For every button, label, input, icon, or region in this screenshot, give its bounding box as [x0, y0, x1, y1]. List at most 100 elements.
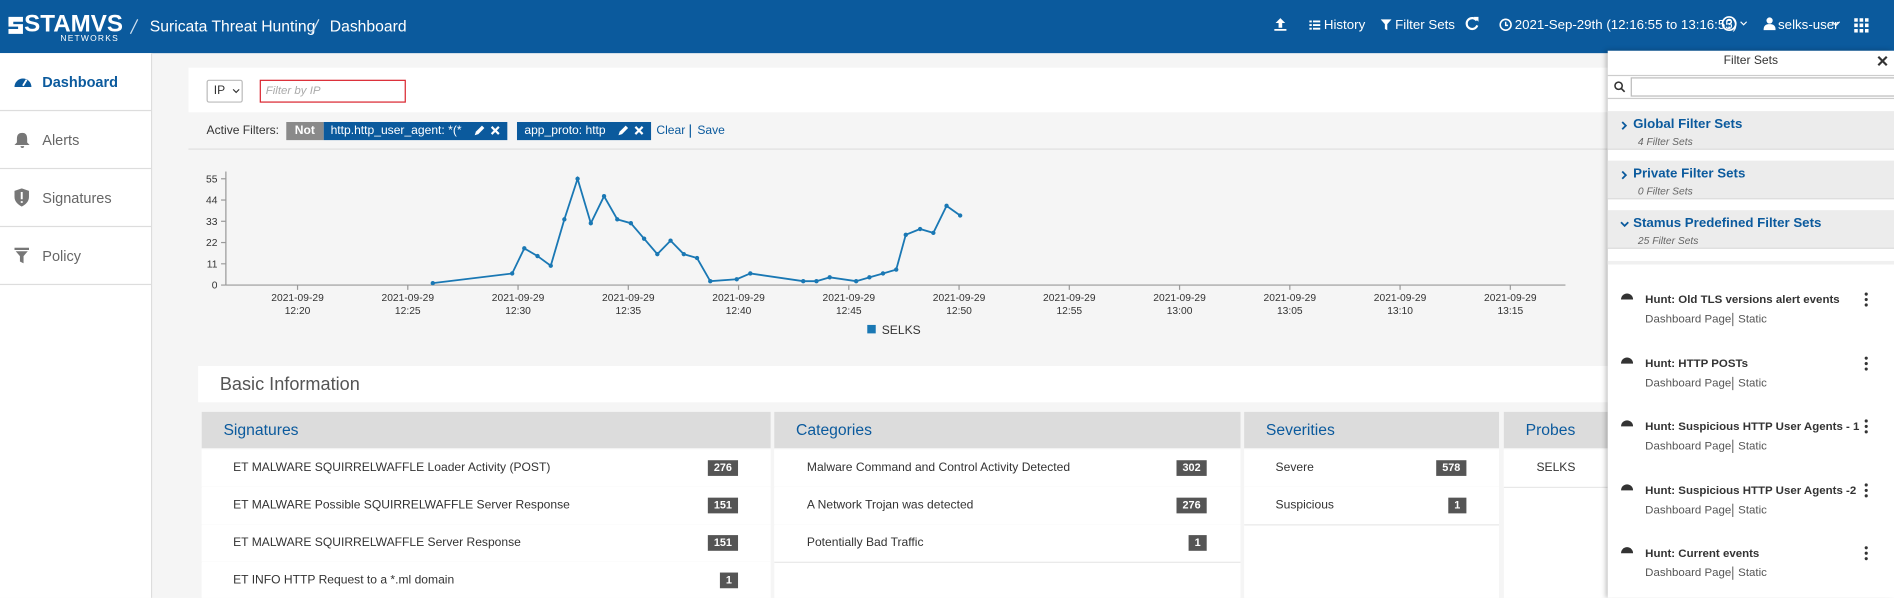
refresh-icon[interactable] — [1464, 16, 1480, 32]
filter-group[interactable]: Stamus Predefined Filter Sets 25 Filter S… — [1607, 210, 1894, 249]
separator — [129, 19, 139, 35]
point — [681, 251, 686, 257]
user-menu[interactable]: selks-user — [1778, 18, 1839, 33]
caret — [232, 88, 240, 94]
user-icon — [1763, 17, 1776, 31]
nav-item[interactable]: Alerts — [0, 111, 151, 170]
caret-shape — [1621, 121, 1628, 130]
table-row: Potentially Bad Traffic 1 — [774, 524, 1241, 563]
x-tick-label: 2021-09-29 12:45 — [822, 291, 876, 317]
breadcrumb[interactable]: Suricata Threat Hunting — [149, 16, 316, 36]
dot — [1864, 557, 1868, 561]
apps-icon[interactable] — [1854, 18, 1869, 33]
row-label: ET MALWARE SQUIRRELWAFFLE Loader Activit… — [233, 461, 551, 475]
gauge — [1621, 420, 1634, 427]
policy-icon — [14, 247, 29, 264]
clear-link[interactable]: Clear — [656, 123, 692, 138]
shield-icon — [14, 188, 29, 207]
dot — [1864, 430, 1868, 434]
dashboard-icon — [1621, 483, 1634, 490]
legend-swatch — [867, 324, 876, 334]
y-tick-label: 44 — [206, 196, 218, 207]
caret — [1621, 170, 1628, 180]
point — [588, 221, 593, 226]
item-page: Dashboard Page — [1645, 376, 1732, 390]
brand-sub: NETWORKS — [60, 35, 119, 44]
dot — [1864, 303, 1868, 307]
close-icon[interactable] — [1877, 56, 1888, 67]
point — [668, 238, 673, 243]
panel-title: Filter Sets — [1723, 54, 1779, 68]
count-badge: 1 — [1448, 497, 1467, 514]
filter-chip[interactable]: http.http_user_agent: *(* — [323, 121, 508, 140]
row-label: SELKS — [1536, 461, 1576, 475]
filter-chip[interactable]: app_proto: http — [517, 121, 652, 140]
table-row: SELKS — [1503, 449, 1608, 488]
list-divider — [1607, 260, 1894, 265]
y-tick-label: 55 — [206, 174, 218, 185]
dashboard-icon — [1621, 356, 1634, 363]
filter-group[interactable]: Private Filter Sets 0 Filter Sets — [1607, 160, 1894, 200]
filter-set-item[interactable]: Hunt: Old TLS versions alert events Dashb… — [1608, 287, 1894, 350]
save-link[interactable]: Save — [697, 123, 725, 138]
nav-item[interactable]: Policy — [0, 227, 151, 286]
item-kind: Static — [1732, 439, 1767, 453]
kebab-menu — [1864, 482, 1868, 497]
point — [601, 193, 607, 199]
count-badge: 578 — [1436, 460, 1467, 476]
filter-set-item[interactable]: Hunt: Current events Dashboard Page Static — [1608, 541, 1894, 598]
x-tick-label: 2021-09-29 12:40 — [712, 291, 765, 317]
item-page: Dashboard Page — [1645, 503, 1732, 517]
item-title: Hunt: Suspicious HTTP User Agents -2 — [1645, 483, 1857, 498]
edit-icon — [474, 125, 500, 136]
chips: Not http.http_user_agent: *(* app_proto: h… — [286, 121, 661, 140]
item-kind: Static — [1732, 376, 1767, 390]
dot — [1864, 292, 1868, 296]
x-tick-label: 2021-09-29 12:50 — [932, 291, 986, 317]
upload-icon[interactable] — [1273, 17, 1287, 31]
x-tick-label: 2021-09-29 12:55 — [1043, 291, 1096, 317]
dot — [1864, 424, 1868, 428]
point — [734, 277, 739, 282]
filter-input[interactable]: Filter by IP — [259, 79, 406, 103]
count-badge: 302 — [1176, 460, 1207, 476]
top-bar: STAMVS NETWORKS Suricata Threat Hunting … — [0, 0, 1894, 54]
nav-item[interactable]: Dashboard — [0, 53, 151, 112]
filter-set-item[interactable]: Hunt: Suspicious HTTP User Agents - 1 Das… — [1608, 414, 1894, 477]
item-kind: Static — [1732, 503, 1767, 517]
nav-item[interactable]: Signatures — [0, 169, 151, 228]
point — [628, 221, 634, 226]
item-page: Dashboard Page — [1645, 312, 1732, 327]
time-range[interactable]: 2021-Sep-29th (12:16:55 to 13:16:55) — [1514, 18, 1738, 33]
row-label: ET MALWARE SQUIRRELWAFFLE Server Respons… — [233, 536, 521, 550]
x-tick-label: 2021-09-29 13:00 — [1153, 291, 1206, 317]
help-icon[interactable] — [1721, 16, 1750, 32]
x-tick-label: 2021-09-29 12:30 — [491, 291, 545, 317]
search-input[interactable] — [1630, 77, 1894, 97]
group-name: Stamus Predefined Filter Sets — [1633, 216, 1822, 231]
point — [522, 246, 527, 251]
point — [430, 280, 435, 286]
menu-history[interactable]: History — [1323, 18, 1366, 33]
table-row: Malware Command and Control Activity Det… — [774, 449, 1241, 488]
menu-filter-sets[interactable]: Filter Sets — [1395, 18, 1455, 33]
y-tick-label: 0 — [212, 281, 218, 292]
dashboard-icon — [14, 78, 32, 87]
filter-set-item[interactable]: Hunt: Suspicious HTTP User Agents -2 Dash… — [1608, 478, 1894, 541]
panel-title: Probes — [1503, 411, 1608, 449]
item-page: Dashboard Page — [1645, 439, 1732, 453]
filter-set-item[interactable]: Hunt: HTTP POSTs Dashboard Page Static — [1608, 351, 1894, 414]
field-select[interactable]: IP — [206, 79, 243, 103]
pencil — [618, 125, 629, 136]
x-tick-label: 2021-09-29 13:10 — [1373, 291, 1427, 317]
dashboard-icon — [1621, 293, 1634, 300]
pencil — [474, 125, 485, 136]
point — [880, 271, 886, 276]
dot — [1864, 297, 1868, 302]
chart-area: 0 11 22 33 44 55 SELKS 2021-09-29 12:20 2021-09… — [206, 171, 1566, 337]
group-count: 0 Filter Sets — [1637, 184, 1693, 197]
brand: STAMVS — [24, 10, 124, 38]
item-kind: Static — [1732, 566, 1767, 580]
kebab-menu — [1864, 419, 1868, 434]
filter-group[interactable]: Global Filter Sets 4 Filter Sets — [1607, 111, 1894, 150]
